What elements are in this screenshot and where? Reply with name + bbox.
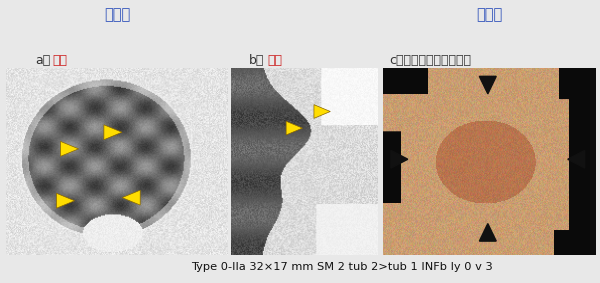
Polygon shape xyxy=(104,125,122,140)
Polygon shape xyxy=(568,151,584,168)
Text: a：: a： xyxy=(35,54,50,67)
Text: c：ホルマリン固定標本: c：ホルマリン固定標本 xyxy=(389,54,471,67)
Polygon shape xyxy=(314,105,331,118)
Text: b：: b： xyxy=(249,54,265,67)
Polygon shape xyxy=(286,121,302,135)
Text: 平面像: 平面像 xyxy=(104,7,130,22)
Polygon shape xyxy=(61,142,79,156)
Text: 正面: 正面 xyxy=(53,54,68,67)
Polygon shape xyxy=(391,151,408,168)
Polygon shape xyxy=(479,224,496,241)
Polygon shape xyxy=(122,190,140,205)
Polygon shape xyxy=(56,193,74,208)
Text: 側面: 側面 xyxy=(267,54,282,67)
Text: Type 0-IIa 32×17 mm SM 2 tub 2>tub 1 INFb ly 0 v 3: Type 0-IIa 32×17 mm SM 2 tub 2>tub 1 INF… xyxy=(191,262,493,273)
Polygon shape xyxy=(479,76,496,94)
Text: 立体像: 立体像 xyxy=(476,7,502,22)
